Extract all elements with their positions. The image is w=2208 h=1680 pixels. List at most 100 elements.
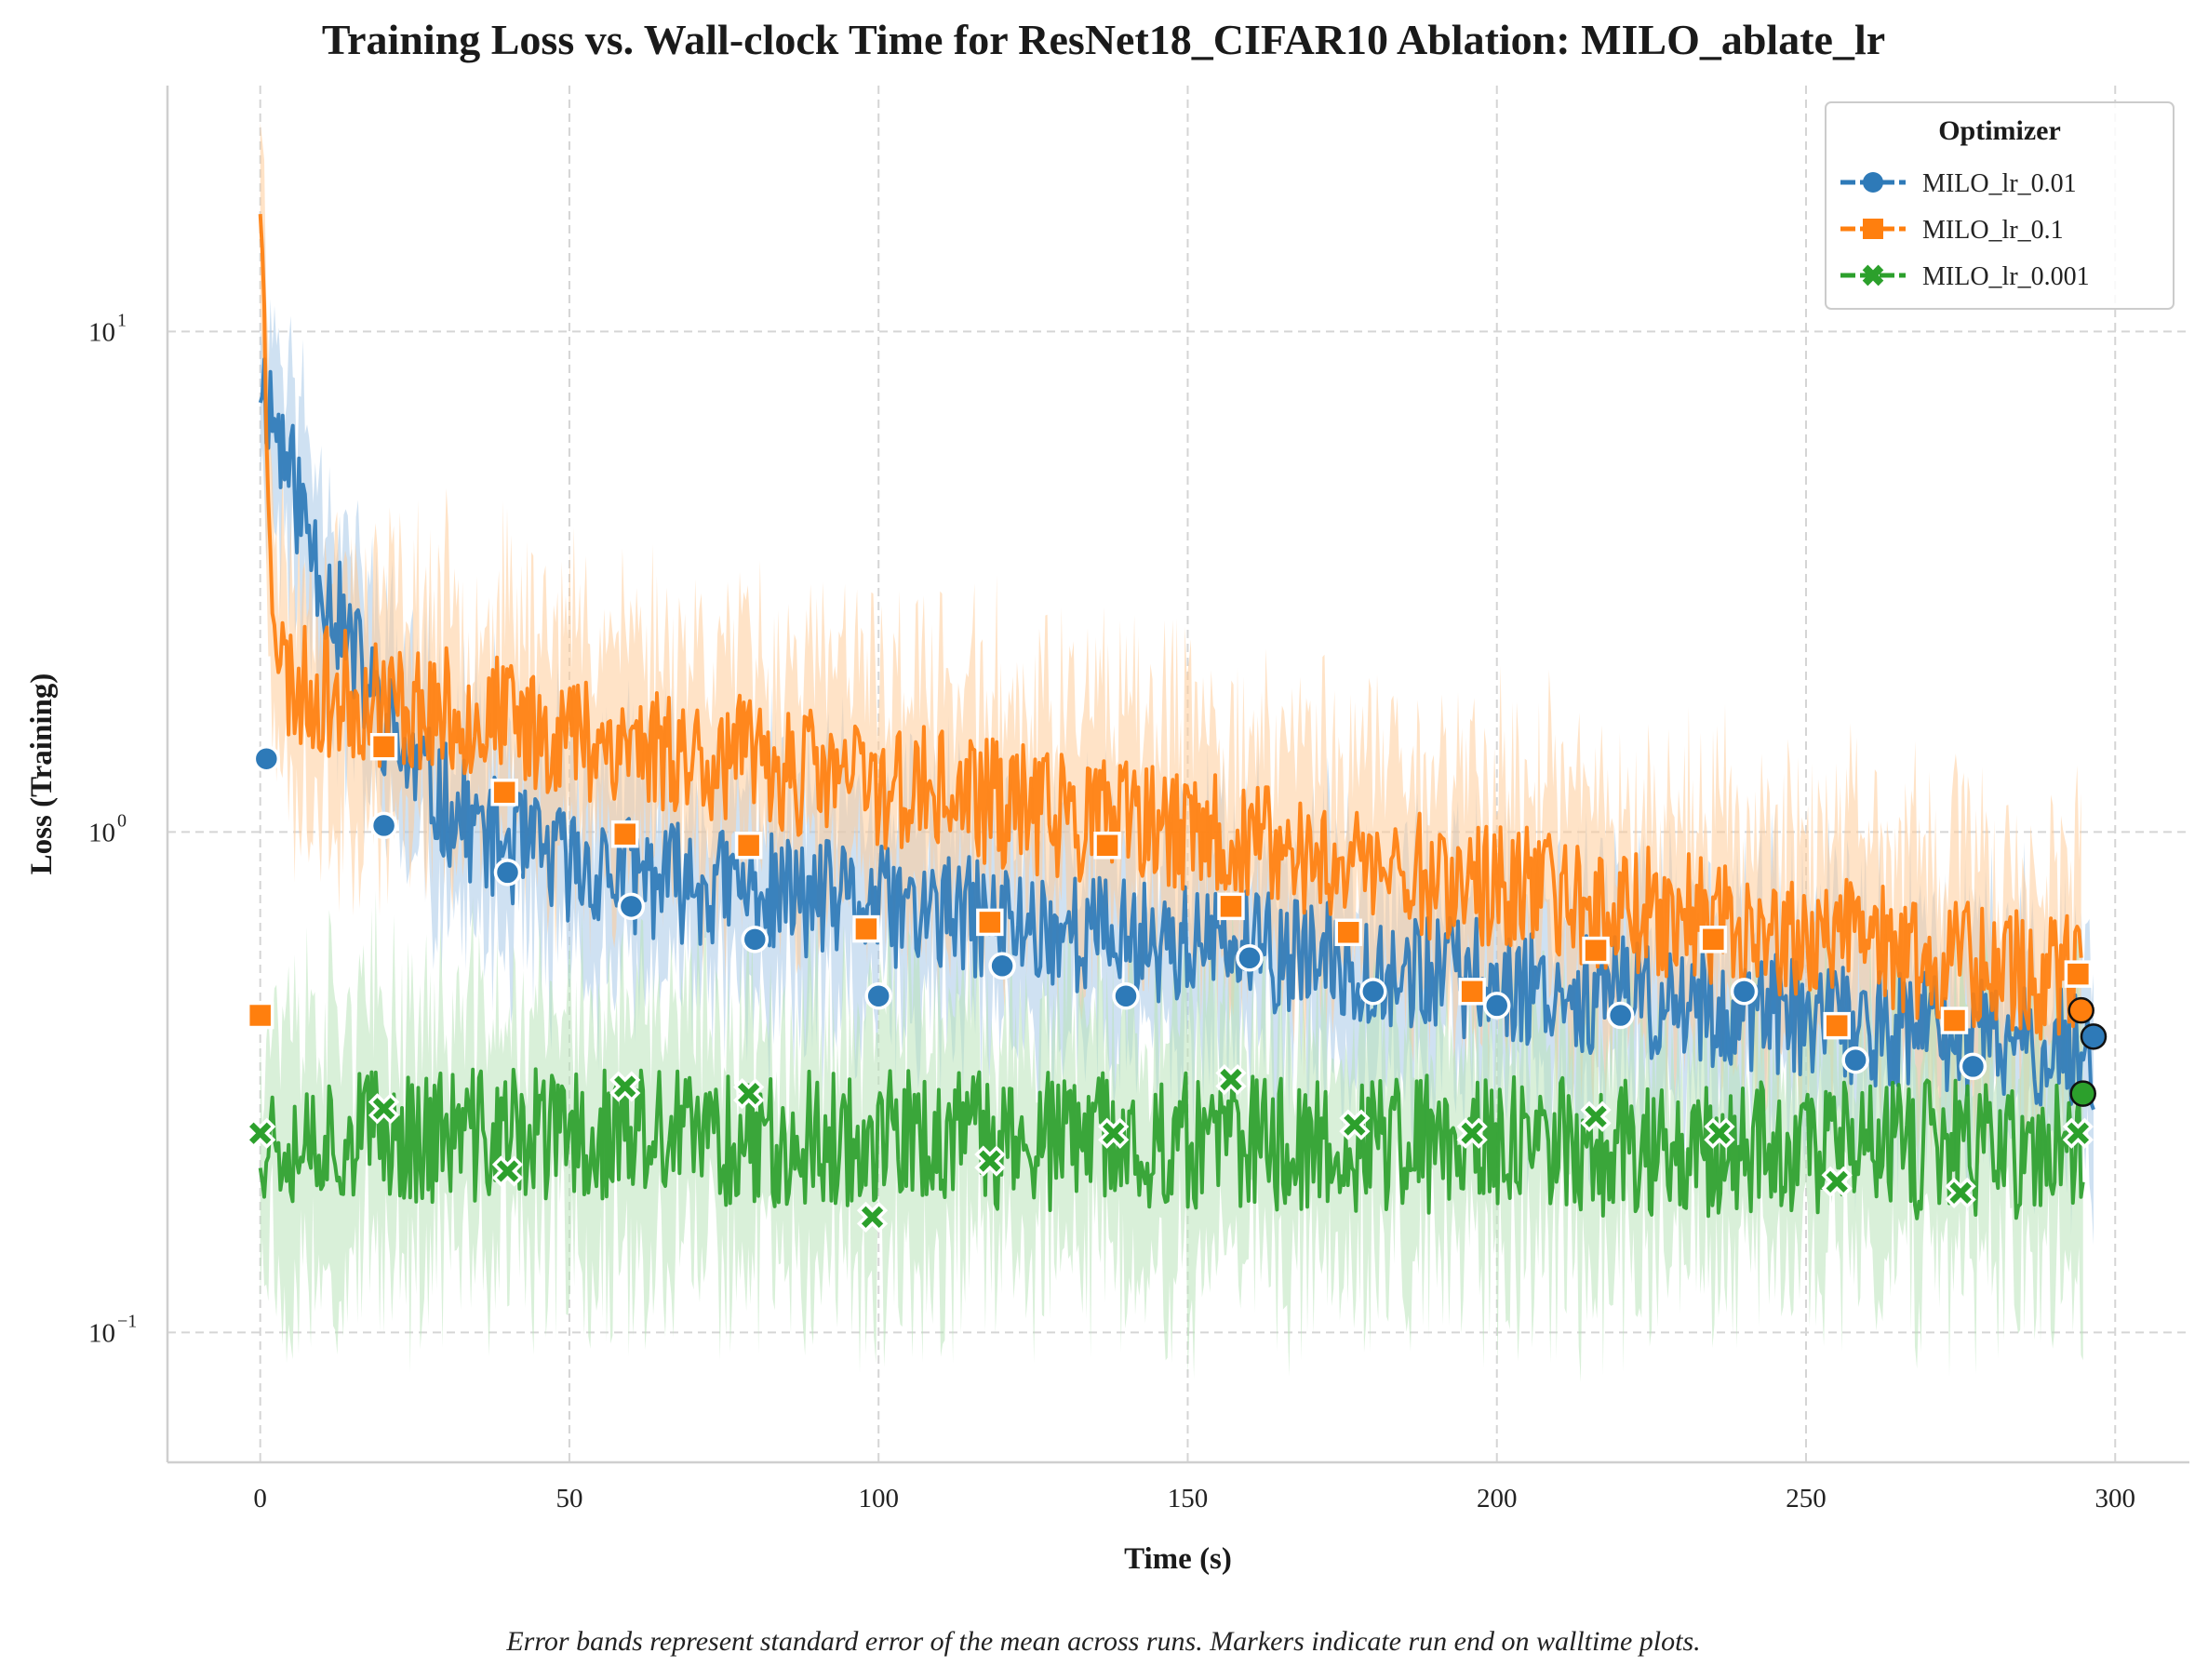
x-tick-label: 0	[253, 1484, 267, 1513]
data-point-MILO_lr_0.001	[1339, 1109, 1371, 1140]
x-marker-shape	[1704, 1117, 1735, 1149]
data-point-MILO_lr_0.01	[741, 926, 769, 953]
x-marker-shape	[1098, 1117, 1130, 1149]
x-axis-label: Time (s)	[1124, 1542, 1232, 1576]
data-point-MILO_lr_0.01	[1730, 978, 1759, 1006]
data-point-MILO_lr_0.001	[368, 1093, 400, 1125]
data-point-MILO_lr_0.01	[252, 744, 281, 773]
x-marker-shape	[2062, 1117, 2094, 1149]
legend-circle-icon	[1863, 172, 1883, 193]
data-point-MILO_lr_0.01	[493, 859, 522, 887]
chart-title: Training Loss vs. Wall-clock Time for Re…	[322, 16, 1885, 63]
data-point-MILO_lr_0.1	[1217, 892, 1245, 921]
data-point-MILO_lr_0.1	[246, 1001, 274, 1030]
x-marker-shape	[974, 1145, 1006, 1177]
legend-entry-MILO_lr_0.01: MILO_lr_0.01	[1840, 169, 2077, 198]
data-point-MILO_lr_0.1	[1823, 1011, 1851, 1040]
y-tick-label: 10 0	[88, 810, 127, 847]
x-tick-label: 250	[1786, 1484, 1827, 1513]
y-axis-label: Loss (Training)	[25, 673, 59, 875]
data-point-MILO_lr_0.01	[1112, 981, 1140, 1010]
x-marker-shape	[1339, 1109, 1371, 1140]
data-point-MILO_lr_0.001	[2062, 1117, 2094, 1149]
data-point-MILO_lr_0.1	[1334, 918, 1362, 947]
x-ticks: 0 50 100 150 200 250 300	[253, 1484, 2135, 1513]
legend-square-icon	[1863, 219, 1883, 239]
series-markers	[245, 732, 2094, 1233]
data-point-MILO_lr_0.1	[610, 820, 639, 848]
x-marker-shape	[368, 1093, 400, 1125]
data-point-MILO_lr_0.001	[1215, 1063, 1247, 1096]
legend: Optimizer MILO_lr_0.01 MILO_lr_0.1 MILO_lr…	[1825, 101, 2175, 310]
data-point-MILO_lr_0.01	[617, 892, 646, 921]
series-lines	[258, 213, 2095, 1220]
y-tick-base: 10	[88, 1318, 115, 1348]
x-marker-shape	[856, 1201, 889, 1233]
series-line-MILO_lr_0.01	[258, 357, 2095, 1111]
data-point-MILO_lr_0.001	[974, 1145, 1006, 1177]
run-end-marker-MILO_lr_0.1	[2067, 996, 2094, 1024]
data-point-MILO_lr_0.1	[490, 778, 518, 807]
data-point-MILO_lr_0.001	[1580, 1100, 1612, 1132]
legend-x-shape	[1862, 264, 1884, 287]
data-point-MILO_lr_0.01	[988, 952, 1016, 980]
data-point-MILO_lr_0.01	[369, 811, 398, 840]
y-tick-label: 10 −1	[88, 1311, 137, 1348]
data-point-MILO_lr_0.001	[1821, 1166, 1853, 1197]
data-point-MILO_lr_0.1	[976, 908, 1004, 937]
legend-label: MILO_lr_0.01	[1922, 169, 2077, 198]
data-point-MILO_lr_0.1	[734, 832, 763, 860]
x-marker-shape	[1456, 1117, 1488, 1149]
run-end-markers	[2067, 996, 2108, 1107]
data-point-MILO_lr_0.01	[1359, 978, 1387, 1006]
x-marker-shape	[1821, 1166, 1853, 1197]
data-point-MILO_lr_0.001	[1945, 1177, 1976, 1208]
data-point-MILO_lr_0.1	[1458, 978, 1486, 1006]
legend-entry-MILO_lr_0.001: MILO_lr_0.001	[1840, 262, 2090, 291]
data-point-MILO_lr_0.1	[2064, 960, 2093, 988]
x-tick-label: 100	[858, 1484, 899, 1513]
legend-frame	[1825, 101, 2175, 310]
legend-entry-MILO_lr_0.1: MILO_lr_0.1	[1840, 216, 2064, 245]
data-point-MILO_lr_0.001	[1704, 1117, 1735, 1149]
y-tick-label: 10 1	[88, 310, 127, 347]
x-marker-shape	[609, 1071, 641, 1102]
data-point-MILO_lr_0.1	[1582, 936, 1610, 965]
y-tick-base: 10	[88, 818, 115, 847]
data-point-MILO_lr_0.001	[1456, 1117, 1488, 1149]
data-point-MILO_lr_0.01	[864, 981, 892, 1010]
legend-title: Optimizer	[1938, 115, 2061, 146]
data-point-MILO_lr_0.001	[609, 1071, 641, 1102]
x-marker-shape	[491, 1155, 524, 1187]
y-tick-exponent: −1	[117, 1311, 137, 1331]
chart-caption: Error bands represent standard error of …	[505, 1626, 1700, 1657]
data-point-MILO_lr_0.01	[1482, 992, 1511, 1020]
grid	[167, 86, 2189, 1462]
data-point-MILO_lr_0.1	[1940, 1007, 1969, 1034]
data-point-MILO_lr_0.1	[369, 732, 398, 761]
x-tick-label: 200	[1477, 1484, 1518, 1513]
data-point-MILO_lr_0.01	[1959, 1052, 1987, 1081]
data-point-MILO_lr_0.1	[852, 914, 880, 943]
y-tick-base: 10	[88, 317, 115, 347]
y-tick-exponent: 0	[117, 810, 127, 831]
error-band-MILO_lr_0.1	[260, 122, 2081, 1173]
data-point-MILO_lr_0.01	[1236, 944, 1264, 972]
data-point-MILO_lr_0.01	[1606, 1001, 1635, 1030]
run-end-marker-MILO_lr_0.01	[2080, 1023, 2108, 1050]
x-tick-label: 300	[2095, 1484, 2136, 1513]
data-point-MILO_lr_0.001	[856, 1201, 889, 1233]
series-line-MILO_lr_0.001	[258, 1067, 2085, 1220]
x-marker-shape	[1945, 1177, 1976, 1208]
x-tick-label: 150	[1168, 1484, 1209, 1513]
data-point-MILO_lr_0.01	[1841, 1046, 1869, 1074]
data-point-MILO_lr_0.001	[733, 1078, 765, 1110]
data-point-MILO_lr_0.1	[1699, 926, 1728, 953]
legend-label: MILO_lr_0.1	[1922, 216, 2064, 245]
data-point-MILO_lr_0.1	[1093, 832, 1121, 860]
y-tick-exponent: 1	[117, 310, 127, 330]
legend-label: MILO_lr_0.001	[1922, 262, 2090, 291]
run-end-marker-MILO_lr_0.001	[2069, 1080, 2096, 1107]
